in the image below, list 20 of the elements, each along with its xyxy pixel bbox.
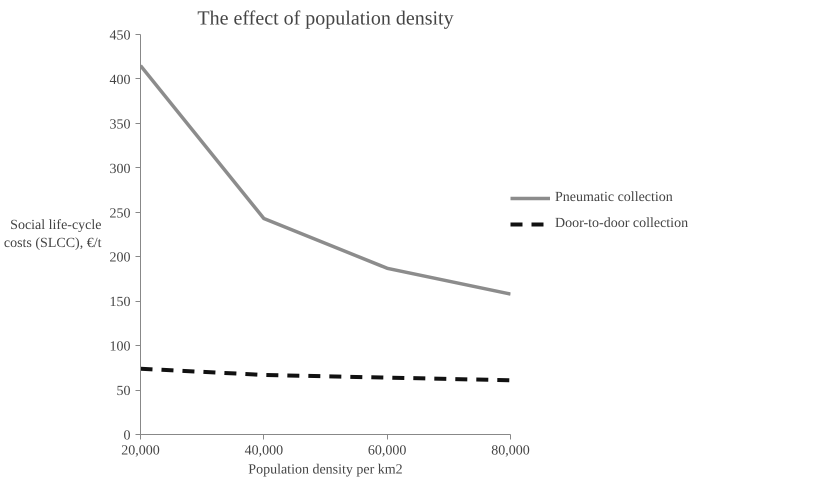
y-tick-label: 300 — [110, 162, 130, 177]
legend-label: Pneumatic collection — [555, 190, 673, 206]
y-tick-label: 150 — [110, 295, 130, 310]
legend-label: Door-to-door collection — [555, 216, 688, 232]
x-axis-title: Population density per km2 — [248, 462, 403, 478]
y-tick-label: 350 — [110, 117, 130, 132]
y-tick-label: 450 — [110, 28, 130, 44]
y-tick-label: 0 — [124, 428, 130, 444]
chart-title: The effect of population density — [197, 8, 454, 30]
y-axis-title: Social life-cycle costs (SLCC), €/t — [4, 218, 102, 251]
y-tick-label: 400 — [110, 72, 130, 88]
x-tick-label: 40,000 — [244, 444, 284, 458]
x-tick-label: 20,000 — [121, 444, 160, 458]
line-series — [140, 366, 510, 382]
y-tick-label: 250 — [110, 206, 130, 222]
y-tick-label: 200 — [110, 250, 130, 266]
x-tick-label: 80,000 — [491, 444, 530, 458]
y-tick-label: 50 — [116, 384, 130, 400]
y-tick-label: 100 — [110, 340, 130, 355]
x-tick-label: 60,000 — [368, 444, 406, 458]
